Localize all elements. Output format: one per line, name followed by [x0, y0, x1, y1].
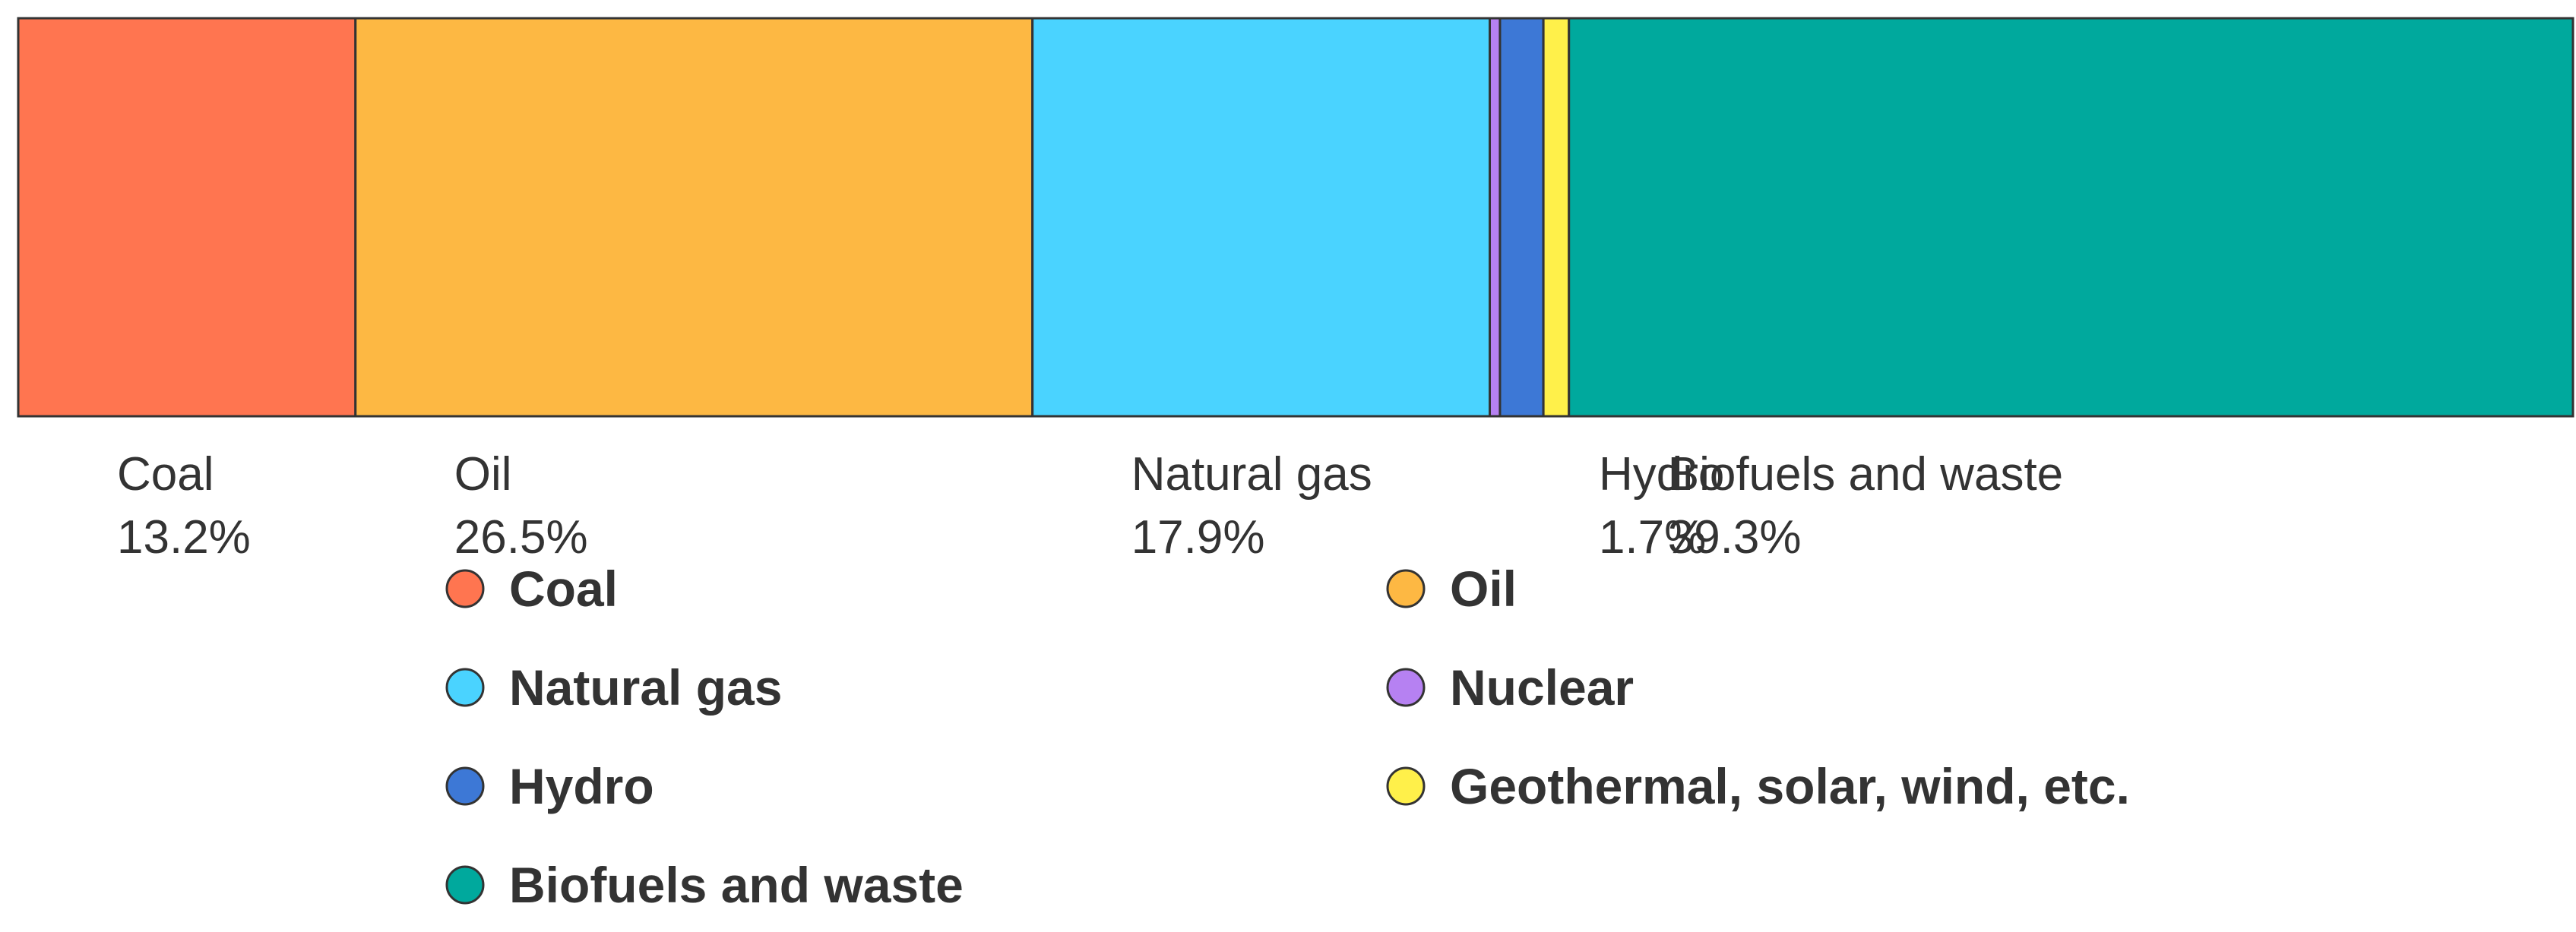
legend-marker-coal — [445, 569, 485, 608]
bar-segments — [17, 17, 2574, 418]
legend-label-geothermal-solar-wind-etc: Geothermal, solar, wind, etc. — [1450, 758, 2130, 814]
segment-name-label-natural-gas: Natural gas — [1131, 448, 1372, 501]
segment-name-label-hydro: Hydro — [1599, 448, 1724, 501]
legend-label-biofuels-and-waste: Biofuels and waste — [509, 857, 964, 913]
legend-label-natural-gas: Natural gas — [509, 659, 782, 716]
bar-segment-oil — [354, 17, 1034, 418]
legend-label-hydro: Hydro — [509, 758, 654, 814]
legend-marker-geothermal-solar-wind-etc — [1386, 766, 1426, 806]
legend-marker-natural-gas — [445, 668, 485, 707]
legend-marker-oil — [1386, 569, 1426, 608]
segment-value-label-coal: 13.2% — [117, 511, 251, 564]
bar-segment-hydro — [1498, 17, 1545, 418]
legend-marker-nuclear — [1386, 668, 1426, 707]
segment-name-label-oil: Oil — [454, 448, 512, 501]
segment-value-label-biofuels-and-waste: 39.3% — [1668, 511, 1802, 564]
segment-name-label-biofuels-and-waste: Biofuels and waste — [1668, 448, 2063, 501]
bar-segment-biofuels-and-waste — [1568, 17, 2574, 418]
legend-marker-hydro — [445, 766, 485, 806]
legend-label-nuclear: Nuclear — [1450, 659, 1634, 716]
segment-labels: Coal 13.2% Oil 26.5% Natural gas 17.9% Hydro 1.… — [117, 448, 2063, 564]
segment-value-label-natural-gas: 17.9% — [1131, 511, 1265, 564]
bar-segment-nuclear — [1489, 17, 1502, 418]
segment-name-label-coal: Coal — [117, 448, 214, 501]
segment-value-label-hydro: 1.7% — [1599, 511, 1706, 564]
bar-segment-coal — [17, 17, 357, 418]
bar-segment-natural-gas — [1031, 17, 1492, 418]
legend: Coal Oil Natural gas Nuclear Hydro Geothermal… — [445, 561, 2130, 913]
legend-label-oil: Oil — [1450, 561, 1517, 617]
bar-segment-geothermal-solar-wind-etc — [1542, 17, 1571, 418]
legend-marker-biofuels-and-waste — [445, 865, 485, 905]
segment-value-label-oil: 26.5% — [454, 511, 588, 564]
legend-label-coal: Coal — [509, 561, 618, 617]
